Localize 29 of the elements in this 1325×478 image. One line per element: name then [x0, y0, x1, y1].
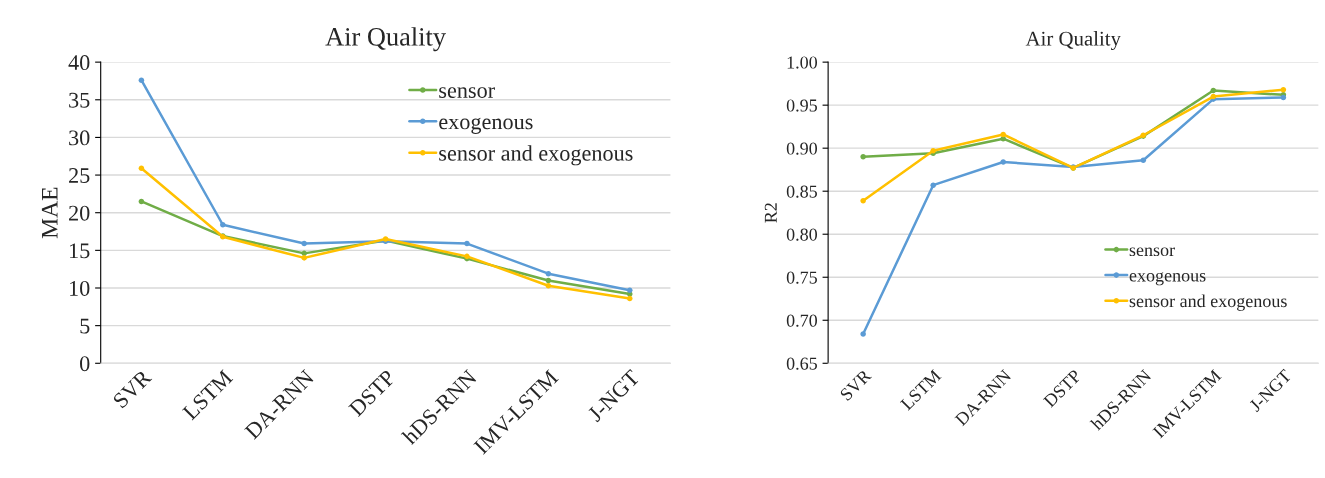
y-tick-label: 0.70 [786, 314, 818, 327]
y-tick-label: 25 [69, 168, 90, 183]
y-tick-label: 40 [68, 55, 90, 71]
chart-title: Air Quality [325, 27, 446, 52]
legend-label: sensor [439, 87, 495, 98]
y-tick-label: 0.75 [786, 271, 817, 284]
y-tick-label: 35 [69, 92, 90, 108]
y-tick-label: 0.85 [786, 185, 817, 198]
y-tick-label: 15 [70, 243, 90, 259]
y-tick-label: 0.80 [786, 228, 818, 241]
y-tick-label: 10 [70, 280, 90, 296]
x-tick-label: SVR [112, 368, 153, 409]
y-tick-label: 0.90 [786, 142, 818, 155]
y-axis-title: MAE [41, 187, 58, 239]
legend-label: sensor and exogenous [1129, 294, 1287, 311]
y-tick-label: 20 [69, 205, 90, 221]
x-tick-label: SVR [839, 368, 873, 402]
legend-label: sensor and exogenous [439, 145, 633, 166]
y-tick-label: 0 [80, 356, 90, 372]
legend-label: sensor [1129, 247, 1175, 257]
y-tick-label: 0.65 [786, 357, 817, 370]
y-tick-label: 5 [80, 318, 90, 334]
legend-label: exogenous [439, 117, 533, 134]
chart-title: Air Quality [1025, 31, 1121, 50]
legend-label: exogenous [1129, 272, 1206, 286]
y-axis-title: R2 [764, 203, 777, 223]
y-tick-label: 1.00 [787, 56, 818, 69]
y-tick-label: 0.95 [786, 99, 817, 112]
y-tick-label: 30 [69, 130, 90, 146]
